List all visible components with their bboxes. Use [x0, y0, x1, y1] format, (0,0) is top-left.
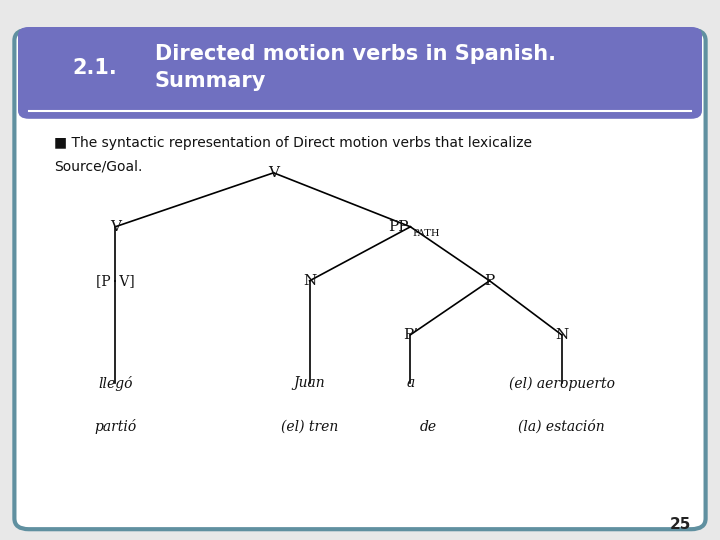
Text: [P  V]: [P V]: [96, 274, 135, 288]
Text: (el) aeropuerto: (el) aeropuerto: [508, 376, 615, 390]
Text: 2.1.: 2.1.: [72, 57, 117, 78]
FancyBboxPatch shape: [18, 27, 702, 119]
Text: a: a: [406, 376, 415, 390]
Text: 25: 25: [670, 517, 691, 532]
Text: N: N: [555, 328, 568, 342]
Text: llegó: llegó: [98, 376, 132, 391]
Text: V: V: [109, 220, 121, 234]
Text: partió: partió: [94, 419, 136, 434]
Text: Directed motion verbs in Spanish.
Summary: Directed motion verbs in Spanish. Summar…: [155, 44, 556, 91]
Text: N: N: [303, 274, 316, 288]
Text: PATH: PATH: [413, 230, 440, 238]
Text: ■ The syntactic representation of Direct motion verbs that lexicalize: ■ The syntactic representation of Direct…: [54, 136, 532, 150]
Text: de: de: [420, 420, 437, 434]
Text: PP: PP: [388, 220, 408, 234]
Bar: [29, 89, 691, 111]
FancyBboxPatch shape: [14, 30, 706, 529]
Text: (el) tren: (el) tren: [281, 420, 338, 434]
Text: P: P: [485, 274, 495, 288]
Text: (la) estación: (la) estación: [518, 420, 605, 434]
Text: P’: P’: [402, 328, 418, 342]
Text: Juan: Juan: [294, 376, 325, 390]
Text: V: V: [268, 166, 279, 180]
Text: Source/Goal.: Source/Goal.: [54, 159, 143, 173]
